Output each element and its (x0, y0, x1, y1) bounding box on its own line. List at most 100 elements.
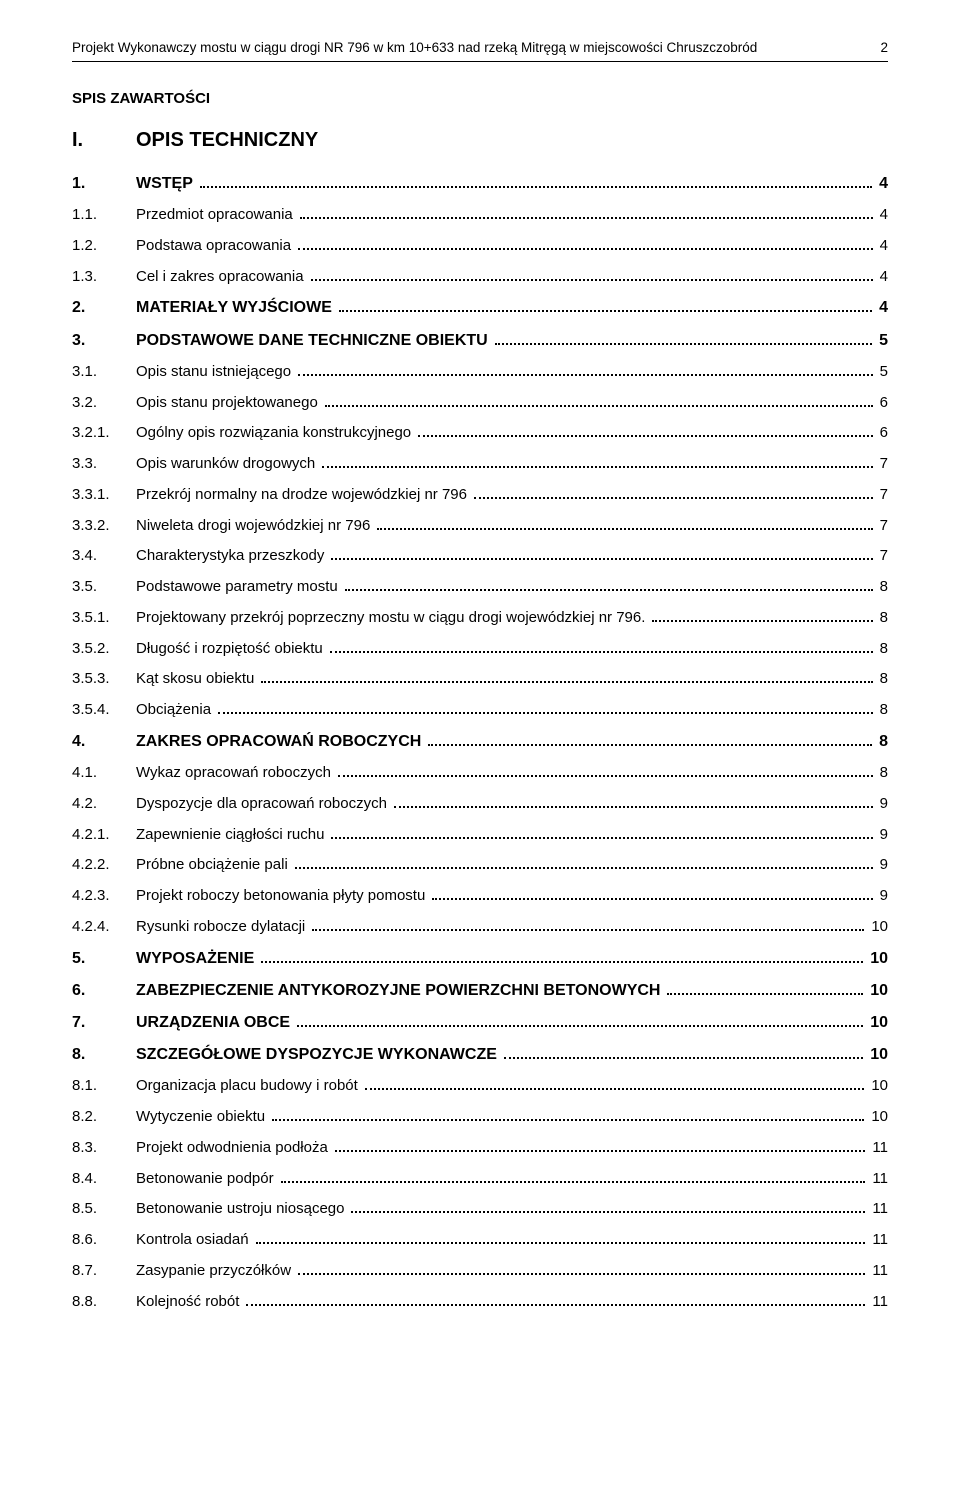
toc-row: 1.3.Cel i zakres opracowania 4 (72, 266, 888, 288)
toc-entry-page: 4 (876, 235, 888, 257)
toc-entry-page: 7 (876, 453, 888, 475)
toc-entry-title: Niweleta drogi wojewódzkiej nr 796 (136, 515, 374, 537)
toc-leader-dots (432, 898, 872, 900)
toc-leader-dots (377, 528, 872, 530)
toc-leader-dots (261, 961, 863, 963)
toc-entry-number: 3.5.3. (72, 668, 136, 690)
toc-entry-page: 7 (876, 515, 888, 537)
toc-entry-number: 8. (72, 1043, 136, 1066)
toc-entry-page: 10 (866, 979, 888, 1002)
toc-leader-dots (428, 744, 872, 746)
toc-entry-number: 4.2.4. (72, 916, 136, 938)
toc-entry-number: 3.4. (72, 545, 136, 567)
toc-entry-title: Opis stanu projektowanego (136, 392, 322, 414)
toc-entry-title: ZABEZPIECZENIE ANTYKOROZYJNE POWIERZCHNI… (136, 979, 664, 1002)
toc-entry-title: Wytyczenie obiektu (136, 1106, 269, 1128)
toc-leader-dots (295, 867, 873, 869)
toc-entry-page: 6 (876, 422, 888, 444)
toc-entry-title: PODSTAWOWE DANE TECHNICZNE OBIEKTU (136, 329, 492, 352)
document-page: Projekt Wykonawczy mostu w ciągu drogi N… (0, 0, 960, 1381)
toc-row: 3.2.Opis stanu projektowanego6 (72, 392, 888, 414)
toc-entry-title: WYPOSAŻENIE (136, 947, 258, 970)
toc-row: 3.3.Opis warunków drogowych7 (72, 453, 888, 475)
toc-entry-title: URZĄDZENIA OBCE (136, 1011, 294, 1034)
toc-leader-dots (298, 1273, 865, 1275)
toc-entry-page: 8 (875, 730, 888, 753)
toc-leader-dots (418, 435, 873, 437)
toc-row: 2.MATERIAŁY WYJŚCIOWE4 (72, 296, 888, 319)
toc-entry-number: 5. (72, 947, 136, 970)
toc-entry-title: Dyspozycje dla opracowań roboczych (136, 793, 391, 815)
toc-row: 4.1.Wykaz opracowań roboczych8 (72, 762, 888, 784)
toc-entry-page: 9 (876, 793, 888, 815)
toc-entry-number: 1. (72, 172, 136, 195)
toc-row: 1.2.Podstawa opracowania4 (72, 235, 888, 257)
toc-leader-dots (474, 497, 873, 499)
toc-leader-dots (298, 248, 873, 250)
toc-leader-dots (351, 1211, 865, 1213)
toc-row: 8.3.Projekt odwodnienia podłoża11 (72, 1137, 888, 1159)
running-header: Projekt Wykonawczy mostu w ciągu drogi N… (72, 40, 888, 62)
toc-entry-title: Betonowanie podpór (136, 1168, 278, 1190)
toc-entry-title: SZCZEGÓŁOWE DYSPOZYCJE WYKONAWCZE (136, 1043, 501, 1066)
toc-entry-title: Kąt skosu obiektu (136, 668, 258, 690)
toc-entry-number: 3.5.4. (72, 699, 136, 721)
toc-row: 3.4.Charakterystyka przeszkody7 (72, 545, 888, 567)
toc-row: 8.1.Organizacja placu budowy i robót10 (72, 1075, 888, 1097)
toc-entry-number: 1.1. (72, 204, 136, 226)
toc-row: 3.3.2.Niweleta drogi wojewódzkiej nr 796… (72, 515, 888, 537)
toc-entry-number: 1.3. (72, 266, 136, 288)
toc-entry-page: 9 (876, 885, 888, 907)
toc-entry-number: 3. (72, 329, 136, 352)
toc-row: 3.1.Opis stanu istniejącego5 (72, 361, 888, 383)
toc-leader-dots (311, 279, 873, 281)
toc-entry-page: 5 (876, 361, 888, 383)
toc-body: 1.WSTĘP41.1.Przedmiot opracowania41.2.Po… (72, 172, 888, 1312)
toc-entry-page: 4 (876, 266, 888, 288)
toc-entry-title: Projektowany przekrój poprzeczny mostu w… (136, 607, 649, 629)
toc-leader-dots (331, 558, 872, 560)
toc-entry-number: 3.2.1. (72, 422, 136, 444)
toc-row: 3.5.1.Projektowany przekrój poprzeczny m… (72, 607, 888, 629)
toc-entry-page: 10 (866, 947, 888, 970)
toc-row: 4.2.4.Rysunki robocze dylatacji10 (72, 916, 888, 938)
toc-entry-number: 3.5.1. (72, 607, 136, 629)
toc-entry-title: Organizacja placu budowy i robót (136, 1075, 362, 1097)
toc-leader-dots (335, 1150, 866, 1152)
toc-entry-number: 4.2.2. (72, 854, 136, 876)
toc-row: 8.4.Betonowanie podpór11 (72, 1168, 888, 1190)
running-header-pagenum: 2 (880, 40, 888, 55)
toc-row: 8.7.Zasypanie przyczółków11 (72, 1260, 888, 1282)
toc-entry-title: Kontrola osiadań (136, 1229, 253, 1251)
toc-entry-page: 4 (875, 296, 888, 319)
toc-leader-dots (200, 186, 872, 188)
toc-leader-dots (272, 1119, 864, 1121)
toc-entry-page: 8 (876, 699, 888, 721)
toc-row: 3.5.3.Kąt skosu obiektu8 (72, 668, 888, 690)
toc-entry-title: Zapewnienie ciągłości ruchu (136, 824, 328, 846)
toc-leader-dots (218, 712, 873, 714)
toc-entry-title: Betonowanie ustroju niosącego (136, 1198, 348, 1220)
toc-entry-title: Podstawa opracowania (136, 235, 295, 257)
toc-entry-page: 11 (868, 1168, 888, 1190)
toc-entry-title: Projekt odwodnienia podłoża (136, 1137, 332, 1159)
toc-entry-number: 3.3. (72, 453, 136, 475)
toc-row: 3.5.4.Obciążenia8 (72, 699, 888, 721)
toc-entry-title: Kolejność robót (136, 1291, 243, 1313)
toc-leader-dots (281, 1181, 866, 1183)
toc-entry-title: Cel i zakres opracowania (136, 266, 308, 288)
toc-row: 1.WSTĘP4 (72, 172, 888, 195)
toc-row: 8.8.Kolejność robót11 (72, 1291, 888, 1313)
toc-entry-number: 8.3. (72, 1137, 136, 1159)
toc-leader-dots (298, 374, 873, 376)
toc-entry-title: MATERIAŁY WYJŚCIOWE (136, 296, 336, 319)
toc-section-roman: I. OPIS TECHNICZNY (72, 129, 888, 152)
toc-row: 8.SZCZEGÓŁOWE DYSPOZYCJE WYKONAWCZE 10 (72, 1043, 888, 1066)
toc-leader-dots (330, 651, 873, 653)
toc-heading: SPIS ZAWARTOŚCI (72, 90, 888, 107)
toc-entry-page: 7 (876, 484, 888, 506)
toc-entry-number: 4.2. (72, 793, 136, 815)
toc-row: 3.3.1.Przekrój normalny na drodze wojewó… (72, 484, 888, 506)
toc-entry-page: 10 (866, 1043, 888, 1066)
toc-row: 7.URZĄDZENIA OBCE10 (72, 1011, 888, 1034)
